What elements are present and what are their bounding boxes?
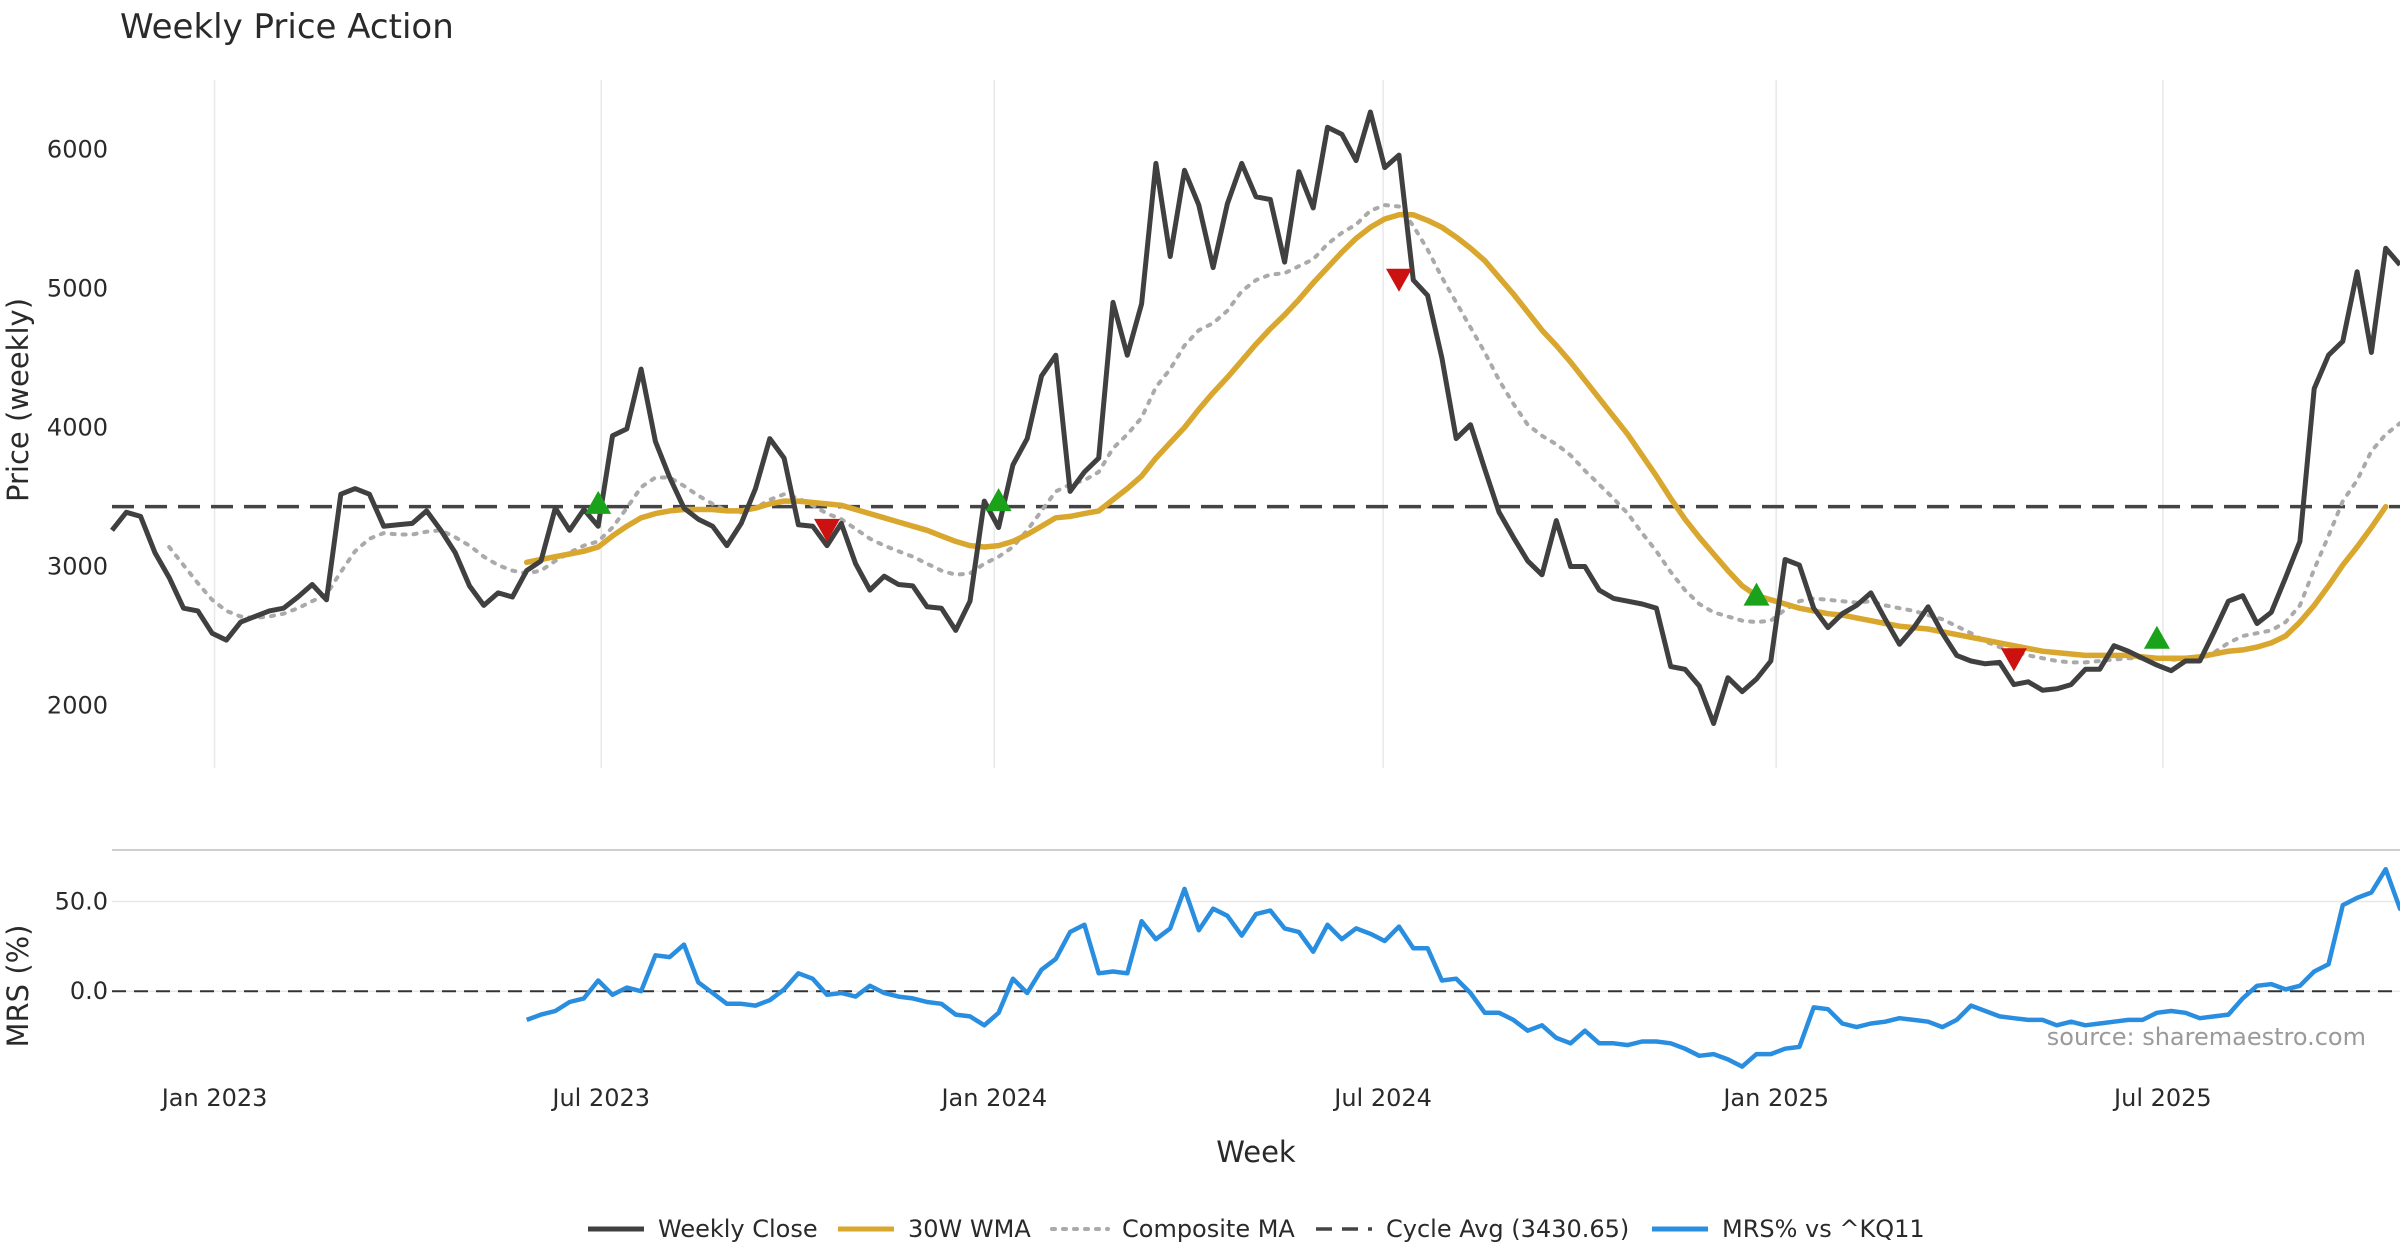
legend-label-cycle: Cycle Avg (3430.65)	[1386, 1215, 1629, 1243]
legend-label-mrs: MRS% vs ^KQ11	[1722, 1215, 1925, 1243]
legend: Weekly Close 30W WMA Composite MA Cycle Avg…	[588, 1215, 1925, 1243]
price-panel: 2000 3000 4000 5000 6000 Price (weekly)	[1, 80, 2400, 768]
buy-marker	[2143, 625, 2170, 649]
legend-label-comp: Composite MA	[1122, 1215, 1295, 1243]
mrs-y-tick: 50.0	[55, 887, 108, 915]
buy-marker	[985, 488, 1012, 512]
buy-marker	[1743, 582, 1770, 606]
mrs-line	[525, 866, 2400, 1069]
price-y-ticks: 2000 3000 4000 5000 6000	[47, 135, 108, 719]
price-y-axis-label: Price (weekly)	[1, 298, 35, 502]
price-y-tick: 3000	[47, 552, 108, 580]
price-gridlines	[213, 80, 2164, 768]
x-tick-label: Jan 2025	[1721, 1084, 1829, 1112]
legend-label-wma: 30W WMA	[908, 1215, 1031, 1243]
x-axis-label: Week	[1216, 1135, 1296, 1169]
mrs-y-axis-label: MRS (%)	[1, 925, 35, 1048]
mrs-y-tick: 0.0	[70, 977, 108, 1005]
price-y-tick: 5000	[47, 274, 108, 302]
chart-title: Weekly Price Action	[120, 7, 454, 47]
mrs-y-ticks: 0.0 50.0	[55, 887, 108, 1005]
source-note: source: sharemaestro.com	[2047, 1023, 2366, 1051]
wma-30-line	[523, 212, 2389, 661]
sell-marker	[1386, 268, 1412, 292]
x-tick-label: Jul 2023	[550, 1084, 650, 1112]
weekly-close-line	[110, 109, 2400, 726]
signal-markers	[585, 268, 2170, 672]
price-y-tick: 2000	[47, 691, 108, 719]
x-tick-label: Jan 2023	[160, 1084, 268, 1112]
x-tick-label: Jul 2024	[1332, 1084, 1432, 1112]
x-tick-label: Jul 2025	[2112, 1084, 2212, 1112]
price-y-tick: 6000	[47, 135, 108, 163]
composite-ma-line	[167, 203, 2400, 665]
legend-label-close: Weekly Close	[658, 1215, 818, 1243]
buy-marker	[585, 490, 612, 514]
x-tick-label: Jan 2024	[939, 1084, 1047, 1112]
price-y-tick: 4000	[47, 413, 108, 441]
mrs-panel: 0.0 50.0 MRS (%) source: sharemaestro.com	[1, 866, 2400, 1069]
x-tick-labels: Jan 2023 Jul 2023 Jan 2024 Jul 2024 Jan 2025…	[160, 1084, 2212, 1112]
sell-marker	[2000, 648, 2027, 672]
sell-marker	[814, 518, 840, 542]
